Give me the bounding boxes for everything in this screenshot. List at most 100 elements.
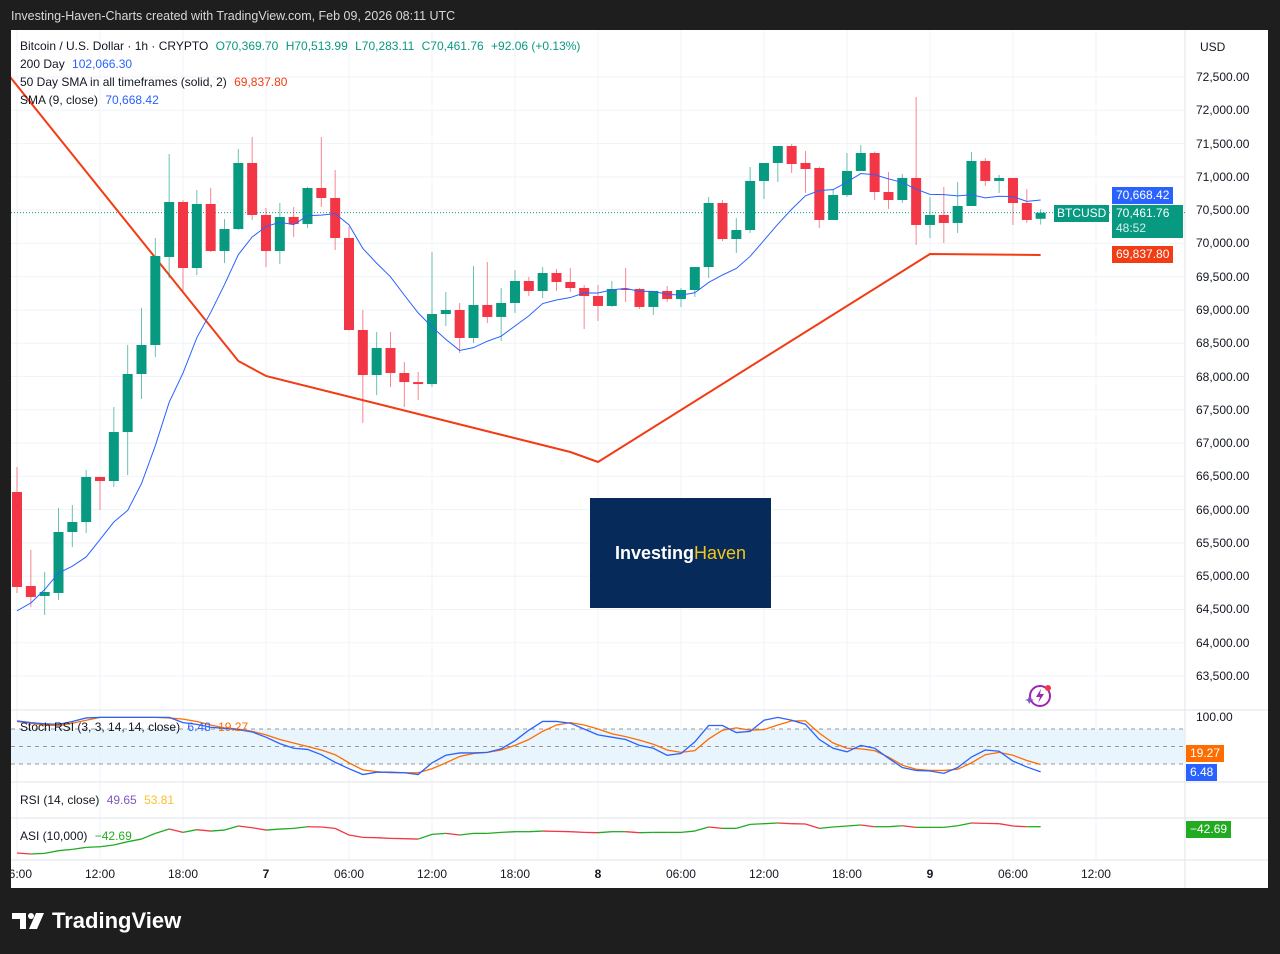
price-axis-label[interactable]: 65,500.00: [1196, 535, 1250, 550]
symbol-tag: BTCUSD: [1054, 205, 1110, 222]
sma50-value: 69,837.80: [234, 75, 288, 89]
time-axis-label[interactable]: 12:00: [748, 867, 779, 881]
time-axis-label[interactable]: 12:00: [1080, 867, 1111, 881]
stoch-k-tag: 6.48: [1186, 764, 1218, 781]
asi-segment: [127, 838, 142, 843]
candle-up: [648, 290, 659, 307]
time-axis-label[interactable]: 7: [262, 867, 270, 881]
time-axis-label[interactable]: 18:00: [831, 867, 862, 881]
time-axis-label[interactable]: 06:00: [997, 867, 1028, 881]
price-axis-label[interactable]: 65,000.00: [1196, 569, 1250, 584]
time-axis-label[interactable]: 8: [594, 867, 602, 881]
candle-up: [509, 281, 520, 303]
candle-down: [883, 192, 894, 201]
price-axis-label[interactable]: 67,500.00: [1196, 402, 1250, 417]
asi-segment: [238, 825, 253, 829]
candle-up: [136, 344, 147, 374]
asi-segment: [680, 830, 695, 834]
candle-up: [496, 302, 507, 317]
asi-segment: [58, 848, 73, 852]
stoch-rsi-legend[interactable]: Stoch RSI (3, 3, 14, 14, close) 6.48 19.…: [20, 720, 252, 734]
stoch-d-value: 19.27: [218, 720, 249, 734]
asi-segment: [708, 826, 723, 830]
candle-down: [247, 162, 258, 215]
asi-segment: [182, 829, 197, 834]
price-axis-label[interactable]: 64,500.00: [1196, 602, 1250, 617]
candle-down: [205, 203, 216, 251]
time-axis-label[interactable]: 12:00: [84, 867, 115, 881]
time-axis-label[interactable]: 18:00: [499, 867, 530, 881]
price-axis-label[interactable]: 72,000.00: [1196, 103, 1250, 118]
chart-header-title: Investing-Haven-Charts created with Trad…: [11, 9, 456, 23]
price-axis-label[interactable]: 68,500.00: [1196, 336, 1250, 351]
symbol-name[interactable]: Bitcoin / U.S. Dollar · 1h · CRYPTO: [20, 39, 209, 53]
candle-up: [703, 202, 714, 268]
price-axis-label[interactable]: 67,000.00: [1196, 436, 1250, 451]
asi-segment: [376, 837, 391, 840]
price-axis-label[interactable]: 66,500.00: [1196, 469, 1250, 484]
candle-down: [551, 273, 562, 283]
candle-up: [952, 205, 963, 223]
asi-value: −42.69: [94, 829, 132, 843]
candle-down: [413, 382, 424, 385]
price-axis-label[interactable]: 63,500.00: [1196, 669, 1250, 684]
asi-segment: [348, 834, 363, 839]
plot-group: [11, 76, 1185, 855]
asi-segment: [805, 823, 820, 829]
candle-up: [440, 309, 451, 315]
time-axis-label[interactable]: 18:00: [167, 867, 198, 881]
time-axis-label[interactable]: 12:00: [416, 867, 447, 881]
sma50-line: [11, 76, 1041, 464]
candle-up: [150, 255, 161, 345]
stoch-rsi-label: Stoch RSI (3, 3, 14, 14, close): [20, 720, 181, 734]
last-price: 70,461.76: [1116, 206, 1170, 220]
asi-segment: [279, 827, 294, 830]
candle-down: [800, 162, 811, 169]
currency-label[interactable]: USD: [1200, 40, 1226, 54]
ai-assistant-icon[interactable]: [1024, 682, 1054, 710]
stoch-axis-100: 100.00: [1196, 710, 1233, 724]
sma9-legend[interactable]: SMA (9, close) 70,668.42: [20, 93, 163, 107]
candle-up: [828, 195, 839, 220]
candle-down: [634, 288, 645, 307]
rsi-legend[interactable]: RSI (14, close) 49.65 53.81: [20, 793, 178, 807]
sma50-legend[interactable]: 50 Day SMA in all timeframes (solid, 2) …: [20, 75, 291, 89]
price-axis-label[interactable]: 68,000.00: [1196, 369, 1250, 384]
price-axis-label[interactable]: 69,500.00: [1196, 269, 1250, 284]
asi-segment: [528, 830, 543, 833]
price-axis-label[interactable]: 71,500.00: [1196, 136, 1250, 151]
time-axis-label[interactable]: 06:00: [1, 867, 33, 881]
rsi-label: RSI (14, close): [20, 793, 100, 807]
asi-segment: [30, 852, 45, 855]
price-axis-label[interactable]: 70,500.00: [1196, 203, 1250, 218]
ma200-legend[interactable]: 200 Day 102,066.30: [20, 57, 136, 71]
price-axis-label[interactable]: 71,000.00: [1196, 169, 1250, 184]
candle-up: [302, 188, 313, 224]
asi-segment: [72, 846, 87, 850]
candle-down: [911, 177, 922, 225]
candle-down: [565, 282, 576, 288]
price-axis-label[interactable]: 69,000.00: [1196, 302, 1250, 317]
time-axis-label[interactable]: 9: [926, 867, 934, 881]
price-axis-label[interactable]: 66,000.00: [1196, 502, 1250, 517]
time-axis-label[interactable]: 06:00: [665, 867, 696, 881]
price-axis-label[interactable]: 70,000.00: [1196, 236, 1250, 251]
asi-segment: [431, 832, 446, 836]
price-axis-label[interactable]: 72,500.00: [1196, 70, 1250, 84]
bar-countdown: 48:52: [1116, 221, 1147, 235]
high-value: H70,513.99: [285, 39, 348, 53]
price-axis-label[interactable]: 64,000.00: [1196, 635, 1250, 650]
asi-legend[interactable]: ASI (10,000) −42.69: [20, 829, 136, 843]
tradingview-logo-icon: [12, 913, 44, 929]
tradingview-logo[interactable]: TradingView: [12, 908, 181, 934]
candle-up: [191, 203, 202, 269]
asi-segment: [957, 822, 972, 827]
sma50-price-tag: 69,837.80: [1112, 246, 1174, 263]
candle-down: [717, 202, 728, 240]
asi-segment: [252, 827, 267, 831]
time-axis-label[interactable]: 06:00: [333, 867, 364, 881]
asi-segment: [417, 833, 433, 840]
low-value: L70,283.11: [355, 39, 415, 53]
asi-segment: [99, 844, 114, 848]
